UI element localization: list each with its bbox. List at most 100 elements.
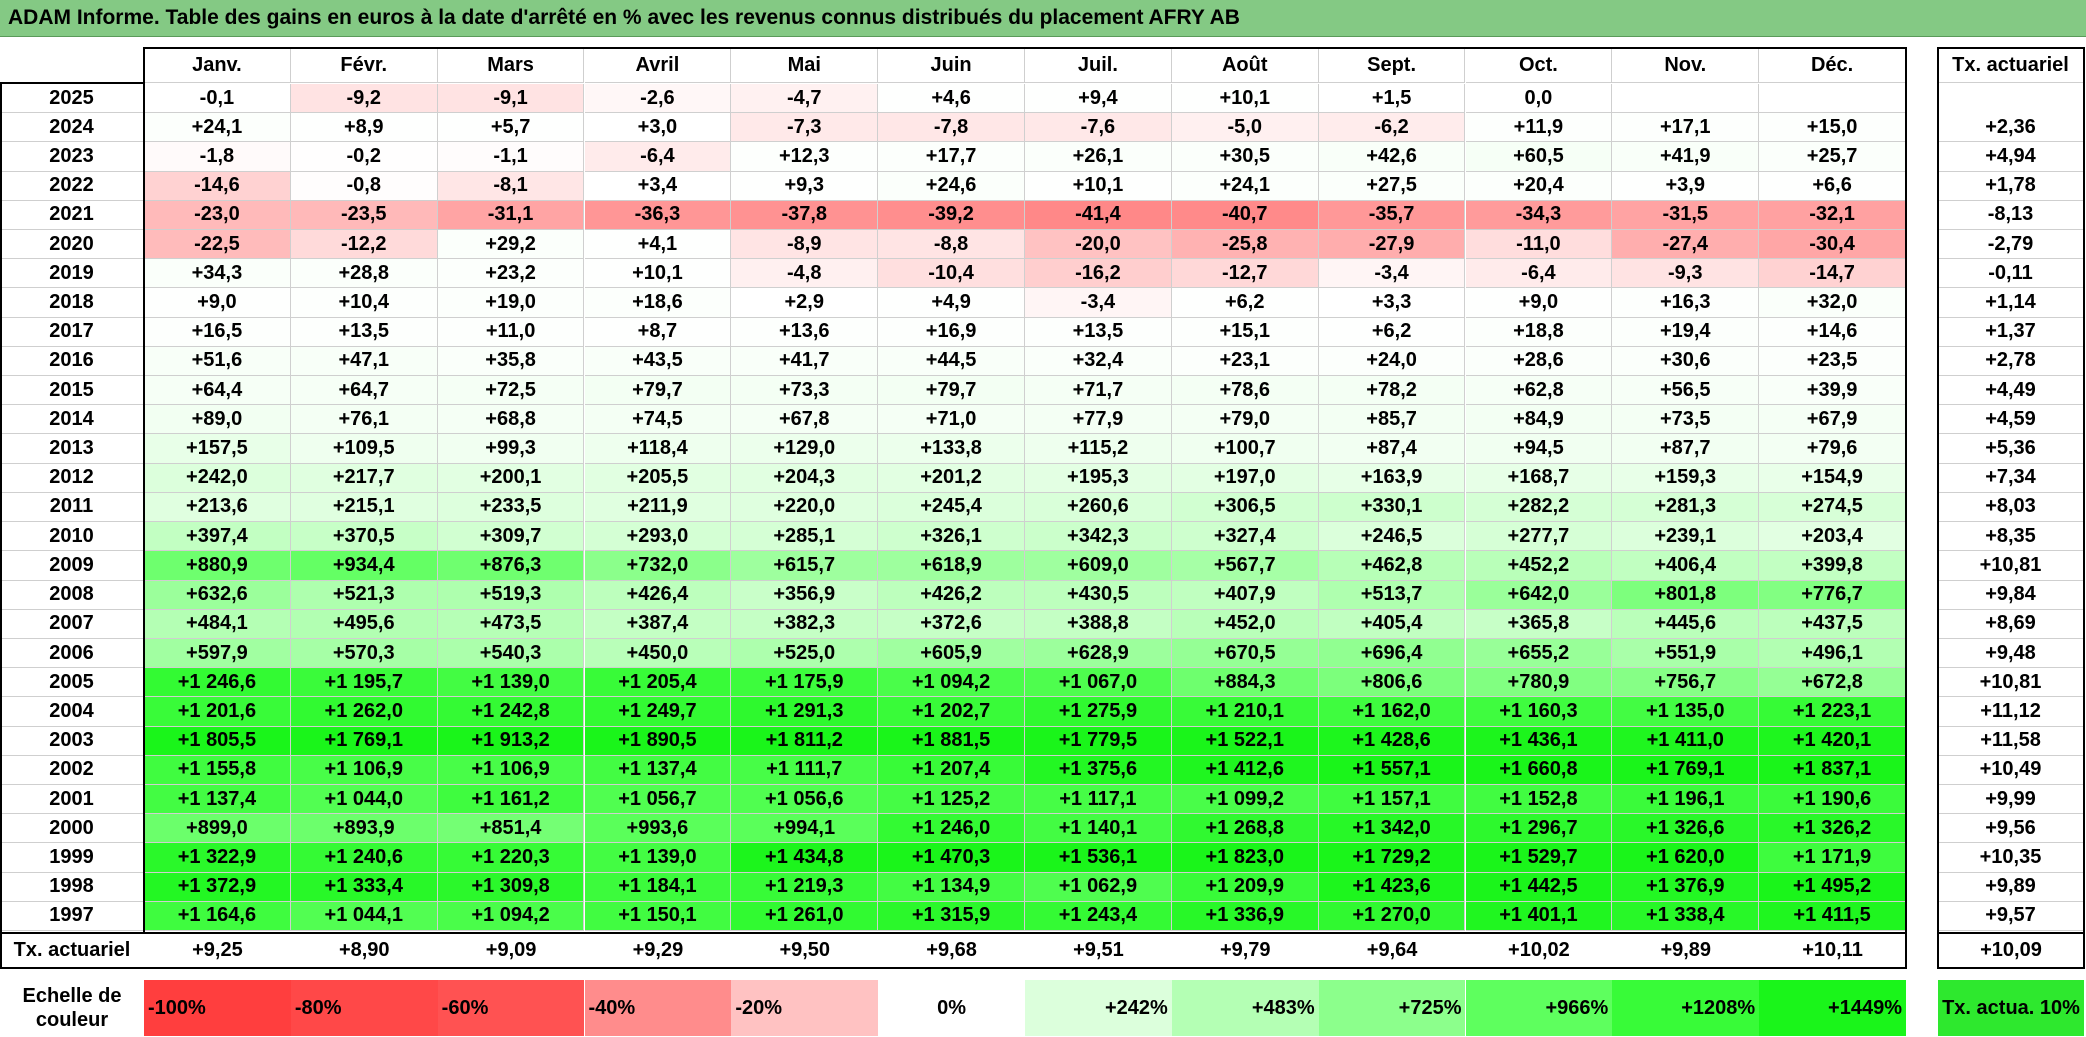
gain-cell: +1 157,1 bbox=[1318, 784, 1466, 815]
gain-cell: +203,4 bbox=[1759, 522, 1906, 552]
column-header: Juil. bbox=[1025, 48, 1172, 83]
gain-cell: +245,4 bbox=[878, 492, 1025, 523]
gain-cell: +1 522,1 bbox=[1171, 726, 1319, 756]
title-bar: ADAM Informe. Table des gains en euros à… bbox=[0, 0, 2086, 37]
gain-cell: +17,1 bbox=[1612, 113, 1760, 143]
gain-cell: -30,4 bbox=[1759, 230, 1906, 260]
gain-cell: +129,0 bbox=[731, 434, 879, 464]
gain-cell: -10,4 bbox=[878, 259, 1025, 289]
gain-cell: +30,5 bbox=[1171, 142, 1319, 172]
gain-cell: +1 412,6 bbox=[1171, 755, 1319, 785]
gain-cell: -31,1 bbox=[437, 200, 585, 231]
year-label: 2020 bbox=[0, 230, 144, 260]
gain-cell: +1 111,7 bbox=[731, 755, 879, 785]
gain-cell: +159,3 bbox=[1612, 463, 1760, 493]
gain-cell: -27,9 bbox=[1318, 230, 1466, 260]
footer-cell: +9,25 bbox=[192, 939, 243, 961]
column-header: Févr. bbox=[290, 48, 438, 83]
gain-cell: +15,0 bbox=[1759, 113, 1906, 143]
gain-cell: +876,3 bbox=[437, 551, 585, 581]
gain-cell: +3,0 bbox=[584, 113, 732, 143]
gain-cell: +246,5 bbox=[1318, 522, 1466, 552]
gain-cell: +899,0 bbox=[144, 814, 291, 844]
year-label: 1999 bbox=[0, 843, 144, 873]
gain-cell: +220,0 bbox=[731, 492, 879, 523]
gain-cell: +1 246,0 bbox=[878, 814, 1025, 844]
gain-cell: -14,7 bbox=[1759, 259, 1906, 289]
gain-cell: +513,7 bbox=[1318, 580, 1466, 610]
gain-cell: +79,6 bbox=[1759, 434, 1906, 464]
gain-cell: +32,4 bbox=[1025, 346, 1172, 377]
gain-cell: +1 056,7 bbox=[584, 784, 732, 815]
column-header: Mai bbox=[731, 48, 879, 83]
scale-stop: 0% bbox=[878, 980, 1025, 1036]
footer-cell: +9,79 bbox=[1219, 939, 1271, 961]
gain-cell: +168,7 bbox=[1465, 463, 1613, 493]
gain-cell: +1 336,9 bbox=[1171, 901, 1319, 931]
gain-cell: +1 152,8 bbox=[1465, 784, 1613, 815]
gain-cell: +1 729,2 bbox=[1318, 843, 1466, 873]
gain-cell: +71,0 bbox=[878, 405, 1025, 435]
gain-cell: -39,2 bbox=[878, 200, 1025, 231]
gain-cell: -22,5 bbox=[144, 230, 291, 260]
year-label: 2004 bbox=[0, 697, 144, 727]
gain-cell: +1 240,6 bbox=[290, 843, 438, 873]
rate-cell: +9,99 bbox=[1938, 784, 2084, 815]
gain-cell: -23,0 bbox=[144, 200, 291, 231]
year-label: 2000 bbox=[0, 814, 144, 844]
gain-cell: -3,4 bbox=[1025, 288, 1172, 318]
gain-cell: +495,6 bbox=[290, 609, 438, 639]
gain-cell: +73,5 bbox=[1612, 405, 1760, 435]
gain-cell: -23,5 bbox=[290, 200, 438, 231]
gain-cell: -0,1 bbox=[144, 84, 291, 114]
gain-cell: +115,2 bbox=[1025, 434, 1172, 464]
gain-cell: +1 249,7 bbox=[584, 697, 732, 727]
gain-cell: +1 376,9 bbox=[1612, 872, 1760, 902]
gain-cell: -6,4 bbox=[584, 142, 732, 172]
gain-cell: +1 375,6 bbox=[1025, 755, 1172, 785]
gain-cell: +696,4 bbox=[1318, 638, 1466, 669]
gain-cell: -27,4 bbox=[1612, 230, 1760, 260]
gain-cell: +309,7 bbox=[437, 522, 585, 552]
rate-cell: +10,49 bbox=[1938, 755, 2084, 785]
gain-cell: +13,5 bbox=[1025, 317, 1172, 347]
gain-cell: -25,8 bbox=[1171, 230, 1319, 260]
gain-cell: -4,7 bbox=[731, 84, 879, 114]
rate-cell: +8,03 bbox=[1938, 492, 2084, 523]
gain-cell: +8,9 bbox=[290, 113, 438, 143]
gain-cell: +609,0 bbox=[1025, 551, 1172, 581]
gain-cell: +1 220,3 bbox=[437, 843, 585, 873]
gain-cell: +1 536,1 bbox=[1025, 843, 1172, 873]
gain-cell: -40,7 bbox=[1171, 200, 1319, 231]
gain-cell: +1 442,5 bbox=[1465, 872, 1613, 902]
empty-cell bbox=[1612, 84, 1760, 114]
gain-cell: +211,9 bbox=[584, 492, 732, 523]
footer-cell: +9,64 bbox=[1366, 939, 1418, 961]
footer-cell: +9,09 bbox=[485, 939, 537, 961]
gain-cell: +41,7 bbox=[731, 346, 879, 377]
gain-cell: +1 175,9 bbox=[731, 668, 879, 698]
gain-cell: +806,6 bbox=[1318, 668, 1466, 698]
gain-cell: +74,5 bbox=[584, 405, 732, 435]
gain-cell: +24,1 bbox=[144, 113, 291, 143]
year-label: 1998 bbox=[0, 872, 144, 902]
gain-cell: -7,6 bbox=[1025, 113, 1172, 143]
rate-cell: +5,36 bbox=[1938, 434, 2084, 464]
rate-cell: +10,35 bbox=[1938, 843, 2084, 873]
gain-cell: +44,5 bbox=[878, 346, 1025, 377]
gain-cell: +618,9 bbox=[878, 551, 1025, 581]
gain-cell: +277,7 bbox=[1465, 522, 1613, 552]
rate-cell: +2,78 bbox=[1938, 346, 2084, 377]
gain-cell: +370,5 bbox=[290, 522, 438, 552]
gain-cell: +6,2 bbox=[1171, 288, 1319, 318]
gain-cell: -11,0 bbox=[1465, 230, 1613, 260]
gain-cell: +1 044,0 bbox=[290, 784, 438, 815]
gain-cell: +540,3 bbox=[437, 638, 585, 669]
gain-cell: +64,4 bbox=[144, 376, 291, 406]
year-label: 2021 bbox=[0, 200, 144, 231]
gain-cell: -0,2 bbox=[290, 142, 438, 172]
column-header: Janv. bbox=[144, 48, 291, 83]
rate-cell: +10,81 bbox=[1938, 668, 2084, 698]
gain-cell: +567,7 bbox=[1171, 551, 1319, 581]
gain-cell: +1 161,2 bbox=[437, 784, 585, 815]
